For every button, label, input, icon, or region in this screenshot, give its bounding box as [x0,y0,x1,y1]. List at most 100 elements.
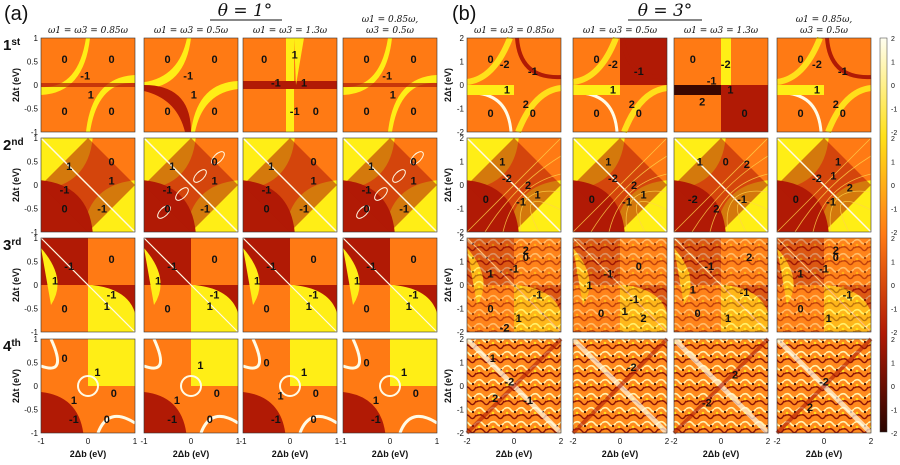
region-label: 0 [263,358,269,370]
panel-frame [40,237,136,333]
diagonal-line [342,137,438,233]
title-b: θ = 3° [638,1,693,21]
region-label: 1 [516,313,522,325]
y-tick-label: -2 [457,128,465,137]
region-label: 1 [605,157,611,169]
x-tick-label: 1 [133,437,138,446]
row-label-number: 2 [3,137,11,154]
region-label: -1 [167,261,177,273]
region-label: 0 [636,108,642,120]
region-plus1 [390,339,437,386]
region-label: 1 [610,85,616,97]
colorbar-tick-label: 0 [891,283,895,290]
region-label: 1 [622,306,628,318]
region-label: -1 [163,185,173,197]
region-label: 0 [211,106,217,118]
heatmap-a-r3-c1: -101-10 1 [40,237,136,333]
panel-frame [673,338,769,434]
region-label: -1 [382,71,392,83]
region-label: 1 [826,313,832,325]
region-label: -1 [737,194,747,206]
region-label: 1 [66,161,72,173]
panel-frame [143,137,239,233]
region-label: 0 [833,252,839,264]
x-tick-label: -1 [239,437,247,446]
y-tick-label: 0 [34,281,39,290]
y-tick-label: 2 [460,34,465,43]
region-label: 0 [483,194,489,206]
region-label: 0 [61,304,67,316]
region-label: -1 [819,264,829,276]
region-plus1 [41,248,58,305]
region-label: -2 [819,376,829,388]
heatmap-b-r2-c3: 1 0 2 -2 2 -1 [673,137,769,233]
region-label: 0 [61,353,67,365]
region-label: 0 [363,106,369,118]
heatmap-a-r2-c1: 1 0 -1 1 0 -1 [40,137,136,233]
y-tick-label: 0 [460,382,465,391]
region-label: 0 [797,108,803,120]
x-tick-label: 2 [766,437,771,446]
y-tick-label: 0.5 [27,58,39,67]
x-tick-label: 2 [665,437,670,446]
row-label-number: 3 [3,237,11,254]
panel-frame [572,338,668,434]
region-plus1 [777,85,824,95]
region-minus1 [394,285,437,313]
heatmap-a-r2-c3: 1 0 -1 1 0 -1 [242,137,338,233]
region-label: 0 [598,308,604,320]
fringe-line [502,173,562,233]
y-tick-label: -2 [457,228,465,237]
region-label: 1 [490,353,496,365]
region-label: 1 [108,175,114,187]
region-label: 2 [631,180,637,192]
region-label: 1 [88,89,94,101]
region-label: 0 [108,54,114,66]
region-plus1 [294,38,304,85]
region-label: -2 [500,59,510,71]
region-label: -1 [509,264,519,276]
heatmap-a-r4-c3: 011 0-1 0 [242,338,338,434]
region-label: -1 [740,287,750,299]
panel-frame [242,237,338,333]
region-label: 0 [589,194,595,206]
fringe-line [673,137,769,233]
region-label: 0 [263,204,269,216]
region-label: 0 [410,106,416,118]
x-tick-label: 0 [86,437,91,446]
colorbar-tick-label: 1 [891,160,895,167]
region-label: 2 [833,99,839,111]
y-tick-label: -1 [31,228,39,237]
region-minus1 [144,392,187,433]
panel-frame [143,37,239,133]
panel-frame [673,137,769,233]
heatmap-a-r1-c2: 0 0 -1 1 0 0 [143,37,239,133]
region-label: 0 [593,54,599,66]
region-plus1 [144,248,161,305]
region-label: 1 [410,175,416,187]
region-minus1 [721,85,768,132]
x-tick-label: 0 [822,437,827,446]
fringe-ellipse [193,169,207,183]
region-label: 2 [833,245,839,257]
region-label: -1 [409,289,419,301]
fringe-line [242,338,262,370]
y-tick-label: 0 [460,181,465,190]
fringe-ellipse [175,187,189,201]
panel-frame [572,37,668,133]
heatmap-b-r4-c1: 1 -2 2 -1 [465,337,563,435]
region-label: 0 [487,304,493,316]
panel-frame [776,237,872,333]
fringe-line [691,155,769,233]
region-label: 1 [727,85,733,97]
x-axis-label: 2Δb (eV) [173,449,209,459]
x-axis-label: 2Δb (eV) [496,449,532,459]
region-label: -2 [504,376,514,388]
region-label: -1 [838,66,848,78]
fringe-line [40,338,60,370]
diagonal-line [465,337,563,435]
y-tick-label: 0.5 [27,359,39,368]
fringe-line [398,414,438,434]
region-plus1 [88,339,135,386]
region-label: 0 [840,108,846,120]
